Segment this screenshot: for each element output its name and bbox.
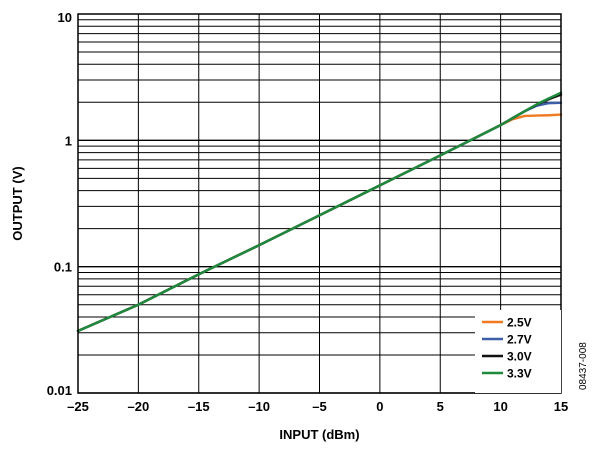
x-axis-label: INPUT (dBm) — [279, 427, 359, 442]
x-tick-label: 5 — [437, 399, 444, 414]
legend-label: 3.0V — [507, 350, 532, 364]
y-tick-label: 0.01 — [47, 383, 72, 398]
figure-id: 08437-008 — [578, 342, 589, 390]
y-axis-label: OUTPUT (V) — [10, 166, 25, 240]
series-line-3-3v — [76, 91, 563, 333]
legend-label: 2.5V — [507, 316, 532, 330]
x-tick-label: 10 — [493, 399, 507, 414]
x-tick-label: –10 — [248, 399, 270, 414]
x-tick-label: –15 — [188, 399, 210, 414]
x-tick-label: 15 — [554, 399, 568, 414]
y-tick-labels: 0.01 0.1 1 10 — [47, 10, 72, 398]
legend-label: 2.7V — [507, 333, 532, 347]
x-tick-labels: –25 –20 –15 –10 –5 0 5 10 15 — [67, 399, 568, 414]
legend: 2.5V 2.7V 3.0V 3.3V — [475, 310, 561, 393]
legend-box — [475, 310, 561, 393]
y-tick-label: 0.1 — [54, 260, 72, 275]
y-tick-label: 10 — [58, 10, 72, 25]
x-tick-label: –25 — [67, 399, 89, 414]
x-tick-label: 0 — [376, 399, 383, 414]
x-tick-label: –20 — [128, 399, 150, 414]
legend-label: 3.3V — [507, 367, 532, 381]
series-lines — [76, 91, 563, 333]
plot-frame — [77, 13, 562, 394]
y-tick-label: 1 — [65, 133, 72, 148]
x-tick-label: –5 — [312, 399, 326, 414]
